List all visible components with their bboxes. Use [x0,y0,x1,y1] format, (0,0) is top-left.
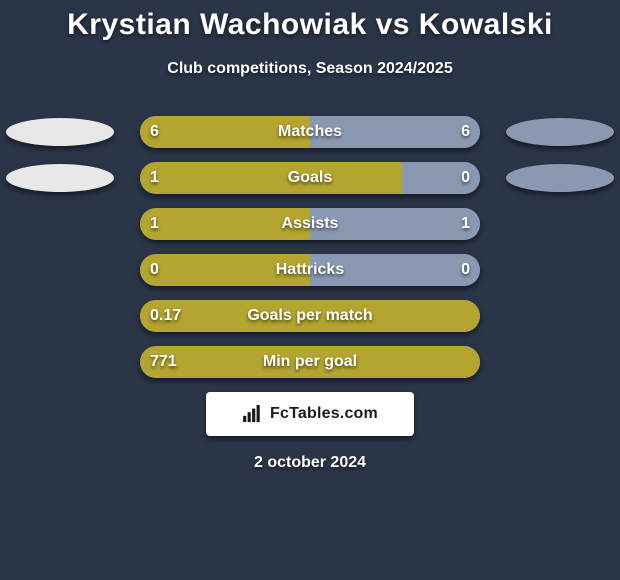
stat-bar [140,162,480,194]
stat-value-left: 771 [150,346,177,378]
stat-bar [140,116,480,148]
stat-bar-left [140,116,310,148]
stat-value-left: 0 [150,254,159,286]
comparison-card: Krystian Wachowiak vs Kowalski Club comp… [0,0,620,580]
stat-value-left: 6 [150,116,159,148]
player-right-ellipse [506,164,614,192]
stat-bar-left [140,208,310,240]
stat-value-right: 0 [461,162,470,194]
stat-value-left: 0.17 [150,300,181,332]
stat-bar [140,254,480,286]
stat-bar-right [310,254,480,286]
stat-bar-left [140,346,480,378]
stat-bar-right [310,116,480,148]
stat-row: Goals10 [0,162,620,194]
stats-list: Matches66Goals10Assists11Hattricks00Goal… [0,116,620,378]
stat-value-right: 1 [461,208,470,240]
stat-row: Goals per match0.17 [0,300,620,332]
stat-bar-left [140,254,310,286]
stat-value-left: 1 [150,162,159,194]
stat-bar [140,300,480,332]
stat-row: Assists11 [0,208,620,240]
stat-row: Min per goal771 [0,346,620,378]
brand-badge: FcTables.com [206,392,414,436]
stat-bar-left [140,162,402,194]
stat-bar [140,208,480,240]
stat-value-right: 6 [461,116,470,148]
stat-bar-left [140,300,480,332]
stat-value-left: 1 [150,208,159,240]
stat-value-right: 0 [461,254,470,286]
subtitle: Club competitions, Season 2024/2025 [0,60,620,78]
player-left-ellipse [6,164,114,192]
brand-text: FcTables.com [270,405,378,423]
player-right-ellipse [506,118,614,146]
bars-icon [242,405,264,423]
page-title: Krystian Wachowiak vs Kowalski [0,8,620,42]
player-left-ellipse [6,118,114,146]
stat-row: Hattricks00 [0,254,620,286]
stat-bar-right [310,208,480,240]
stat-bar [140,346,480,378]
date-text: 2 october 2024 [0,454,620,472]
stat-row: Matches66 [0,116,620,148]
